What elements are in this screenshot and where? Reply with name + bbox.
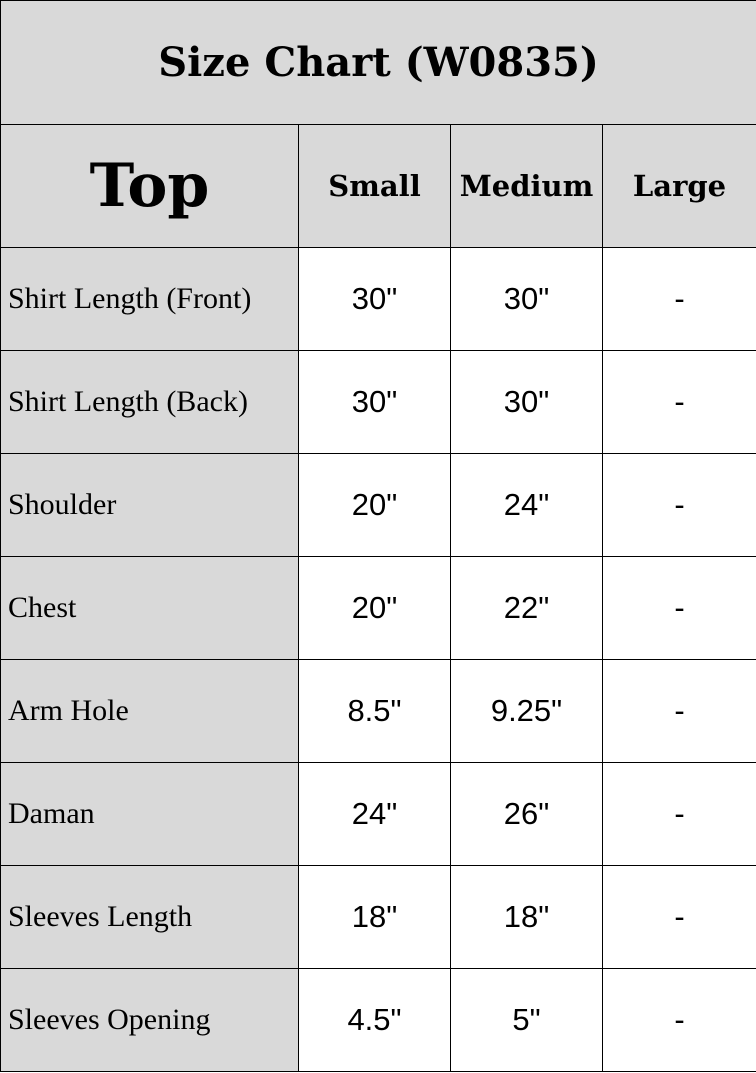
table-row: Sleeves Opening 4.5" 5" - (0, 968, 756, 1072)
measurement-value: - (601, 453, 756, 557)
measurement-value: 24" (450, 453, 603, 557)
measurement-value: - (601, 762, 756, 866)
measurement-label: Shirt Length (Front) (0, 247, 299, 351)
measurement-value: 30" (298, 247, 451, 351)
measurement-value: 18" (450, 865, 603, 969)
size-header-small: Small (298, 124, 451, 248)
measurement-label: Shirt Length (Back) (0, 350, 299, 454)
measurement-value: 24" (298, 762, 451, 866)
measurement-value: 9.25" (450, 659, 603, 763)
table-title: Size Chart (W0835) (0, 0, 756, 125)
measurement-label: Chest (0, 556, 299, 660)
measurement-label: Sleeves Opening (0, 968, 299, 1072)
measurement-value: 22" (450, 556, 603, 660)
table-row: Shirt Length (Back) 30" 30" - (0, 350, 756, 454)
measurement-value: - (601, 659, 756, 763)
measurement-label: Daman (0, 762, 299, 866)
measurement-value: 18" (298, 865, 451, 969)
measurement-value: 8.5" (298, 659, 451, 763)
header-row: Top Small Medium Large (0, 124, 756, 248)
measurement-label: Sleeves Length (0, 865, 299, 969)
table-row: Sleeves Length 18" 18" - (0, 865, 756, 969)
table-row: Shoulder 20" 24" - (0, 453, 756, 557)
table-row: Daman 24" 26" - (0, 762, 756, 866)
measurement-value: 20" (298, 556, 451, 660)
size-header-large: Large (601, 124, 756, 248)
measurement-value: - (601, 968, 756, 1072)
measurement-value: 20" (298, 453, 451, 557)
measurement-value: 30" (450, 247, 603, 351)
size-header-medium: Medium (450, 124, 603, 248)
table-row: Chest 20" 22" - (0, 556, 756, 660)
measurement-value: 5" (450, 968, 603, 1072)
measurement-value: - (601, 865, 756, 969)
table-row: Shirt Length (Front) 30" 30" - (0, 247, 756, 351)
measurement-value: - (601, 247, 756, 351)
measurement-value: - (601, 556, 756, 660)
measurement-value: 26" (450, 762, 603, 866)
table-row: Arm Hole 8.5" 9.25" - (0, 659, 756, 763)
measurement-value: 30" (298, 350, 451, 454)
measurement-value: - (601, 350, 756, 454)
measurement-value: 30" (450, 350, 603, 454)
measurement-label: Arm Hole (0, 659, 299, 763)
measurement-label: Shoulder (0, 453, 299, 557)
measurement-value: 4.5" (298, 968, 451, 1072)
section-label: Top (0, 124, 299, 248)
